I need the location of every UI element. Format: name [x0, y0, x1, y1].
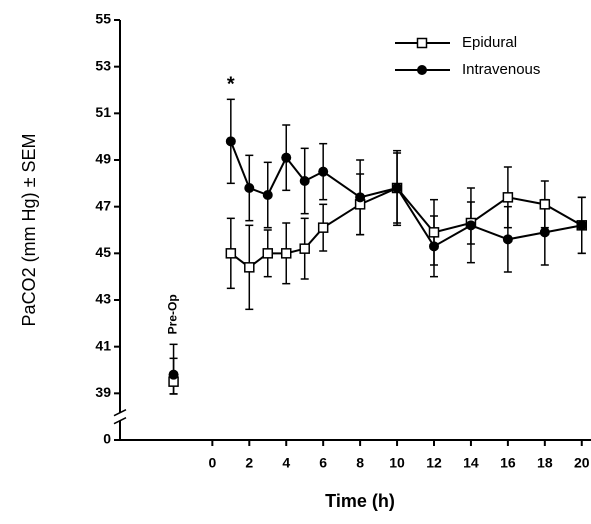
marker — [502, 192, 514, 203]
marker — [281, 152, 292, 163]
y-tick-label: 51 — [95, 104, 111, 120]
marker — [299, 243, 310, 254]
marker — [317, 222, 329, 233]
legend-marker — [416, 37, 428, 49]
marker — [576, 220, 587, 231]
y-tick-label: 43 — [95, 291, 111, 307]
marker — [465, 220, 476, 231]
marker — [225, 136, 236, 147]
marker — [262, 190, 273, 200]
marker — [539, 199, 551, 210]
axis-break — [113, 416, 127, 425]
marker — [225, 248, 237, 259]
axis-break — [113, 408, 127, 417]
x-tick-label: 16 — [500, 455, 516, 471]
marker — [428, 227, 440, 238]
x-tick-label: 6 — [319, 455, 327, 471]
x-tick-label: 12 — [426, 455, 442, 471]
y-tick-label: 41 — [95, 337, 111, 353]
marker — [280, 248, 292, 259]
marker — [502, 234, 513, 245]
preop-label: Pre-Op — [166, 294, 180, 334]
x-tick-label: 0 — [208, 455, 216, 471]
legend-marker — [417, 65, 427, 75]
x-tick-label: 8 — [356, 455, 364, 471]
marker — [429, 241, 439, 252]
marker — [299, 176, 310, 186]
x-tick-label: 20 — [574, 455, 590, 471]
x-tick-label: 4 — [282, 455, 290, 471]
axis-break-gap — [114, 412, 126, 421]
x-tick-label: 14 — [463, 455, 479, 471]
y-tick-label: 55 — [95, 11, 111, 27]
legend-label: Intravenous — [462, 61, 540, 78]
marker — [244, 183, 255, 193]
significance-mark: * — [227, 74, 235, 96]
y-tick-label: 49 — [95, 151, 111, 167]
marker — [168, 369, 179, 380]
legend-label: Epidural — [462, 34, 517, 51]
y-tick-label: 47 — [95, 197, 111, 213]
marker — [262, 248, 274, 259]
marker — [392, 183, 403, 193]
y-tick-label: 53 — [95, 57, 111, 73]
marker — [244, 262, 255, 273]
x-tick-label: 2 — [245, 455, 253, 471]
y-tick-label: 0 — [103, 431, 111, 447]
x-tick-label: 18 — [537, 455, 553, 471]
marker — [539, 227, 550, 238]
x-tick-label: 10 — [389, 455, 405, 471]
y-axis-label: PaCO2 (mm Hg) ± SEM — [19, 134, 39, 327]
x-axis-label: Time (h) — [325, 491, 395, 511]
marker — [355, 192, 366, 203]
y-tick-label: 39 — [95, 384, 111, 400]
marker — [318, 166, 329, 177]
y-tick-label: 45 — [95, 244, 111, 260]
